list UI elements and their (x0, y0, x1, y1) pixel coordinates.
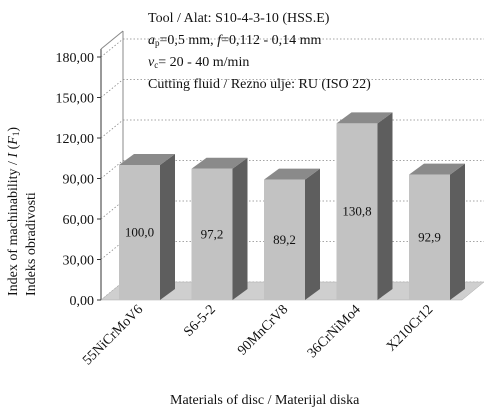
bar-value-label: 89,2 (273, 232, 296, 247)
bar-side (305, 168, 320, 300)
annotation-line-2: ap=0,5 mm, f=0,112 - 0,14 mm (148, 33, 322, 48)
bar-top (336, 112, 393, 124)
bar-front (119, 165, 160, 300)
y-axis-title-line-2: Indeks obradivosti (24, 192, 39, 296)
gridline-diagonal (100, 200, 124, 220)
bar-top (264, 168, 320, 180)
bar-top (409, 163, 465, 175)
bar-value-label: 97,2 (201, 226, 224, 241)
y-tick-label: 90,00 (63, 173, 95, 188)
bar-side (377, 112, 393, 300)
y-tick-label: 180,00 (56, 51, 95, 66)
x-tick-label: 36CrNiMo4 (305, 302, 364, 361)
bar-value-label: 92,9 (418, 229, 441, 244)
y-axis-title-line-1: Index of machinability / I (F1) (6, 127, 21, 296)
gridline-diagonal (100, 38, 124, 58)
x-axis-title: Materials of disc / Materijal diska (170, 393, 360, 408)
bar-front (191, 168, 233, 300)
y-tick-label: 0,00 (70, 294, 95, 309)
y-tick-label: 150,00 (56, 92, 95, 107)
annotation-line-3: vc= 20 - 40 m/min (148, 55, 250, 70)
bar-side (450, 163, 465, 300)
bar-top (119, 154, 175, 165)
bar: 92,9 (409, 163, 465, 300)
bar-front (336, 123, 378, 300)
x-tick-label: 55NiCrMoV6 (80, 302, 146, 368)
bar: 97,2 (191, 157, 248, 300)
gridline-diagonal (100, 241, 124, 260)
bar-side (160, 154, 175, 300)
bar-value-label: 100,0 (125, 225, 154, 240)
bar: 89,2 (264, 168, 320, 300)
y-tick-label: 60,00 (63, 213, 95, 228)
bar-front (264, 179, 305, 300)
x-tick-labels: 55NiCrMoV6 S6-5-2 90MnCrV8 36CrNiMo4 X210Cr1… (80, 302, 436, 368)
bar: 100,0 (119, 154, 175, 300)
bar-front (409, 174, 450, 300)
bar-side (232, 157, 248, 300)
y-tick-labels: 0,00 30,00 60,00 90,00 120,00 150,00 180,00 (56, 51, 95, 309)
annotation-line-1: Tool / Alat: S10-4-3-10 (HSS.E) (148, 11, 330, 26)
y-axis-title: Index of machinability / I (F1) Indeks o… (6, 56, 39, 296)
bars: 100,0 97,2 89,2 130,8 92,9 (119, 112, 465, 300)
gridline-diagonal (100, 119, 124, 139)
annotation-line-4: Cutting fluid / Rezno ulje: RU (ISO 22) (148, 77, 371, 92)
x-tick-label: 90MnCrV8 (235, 302, 291, 358)
back-wall-edge (100, 30, 124, 50)
bar-value-label: 130,8 (342, 204, 371, 219)
y-tick-label: 30,00 (63, 254, 95, 269)
bar-top (191, 157, 248, 169)
x-tick-label: S6-5-2 (181, 302, 219, 340)
gridline-diagonal (100, 79, 124, 98)
gridline-diagonal (100, 160, 124, 179)
x-tick-label: X210Cr12 (384, 302, 436, 354)
bar: 130,8 (336, 112, 393, 300)
y-tick-label: 120,00 (56, 132, 95, 147)
